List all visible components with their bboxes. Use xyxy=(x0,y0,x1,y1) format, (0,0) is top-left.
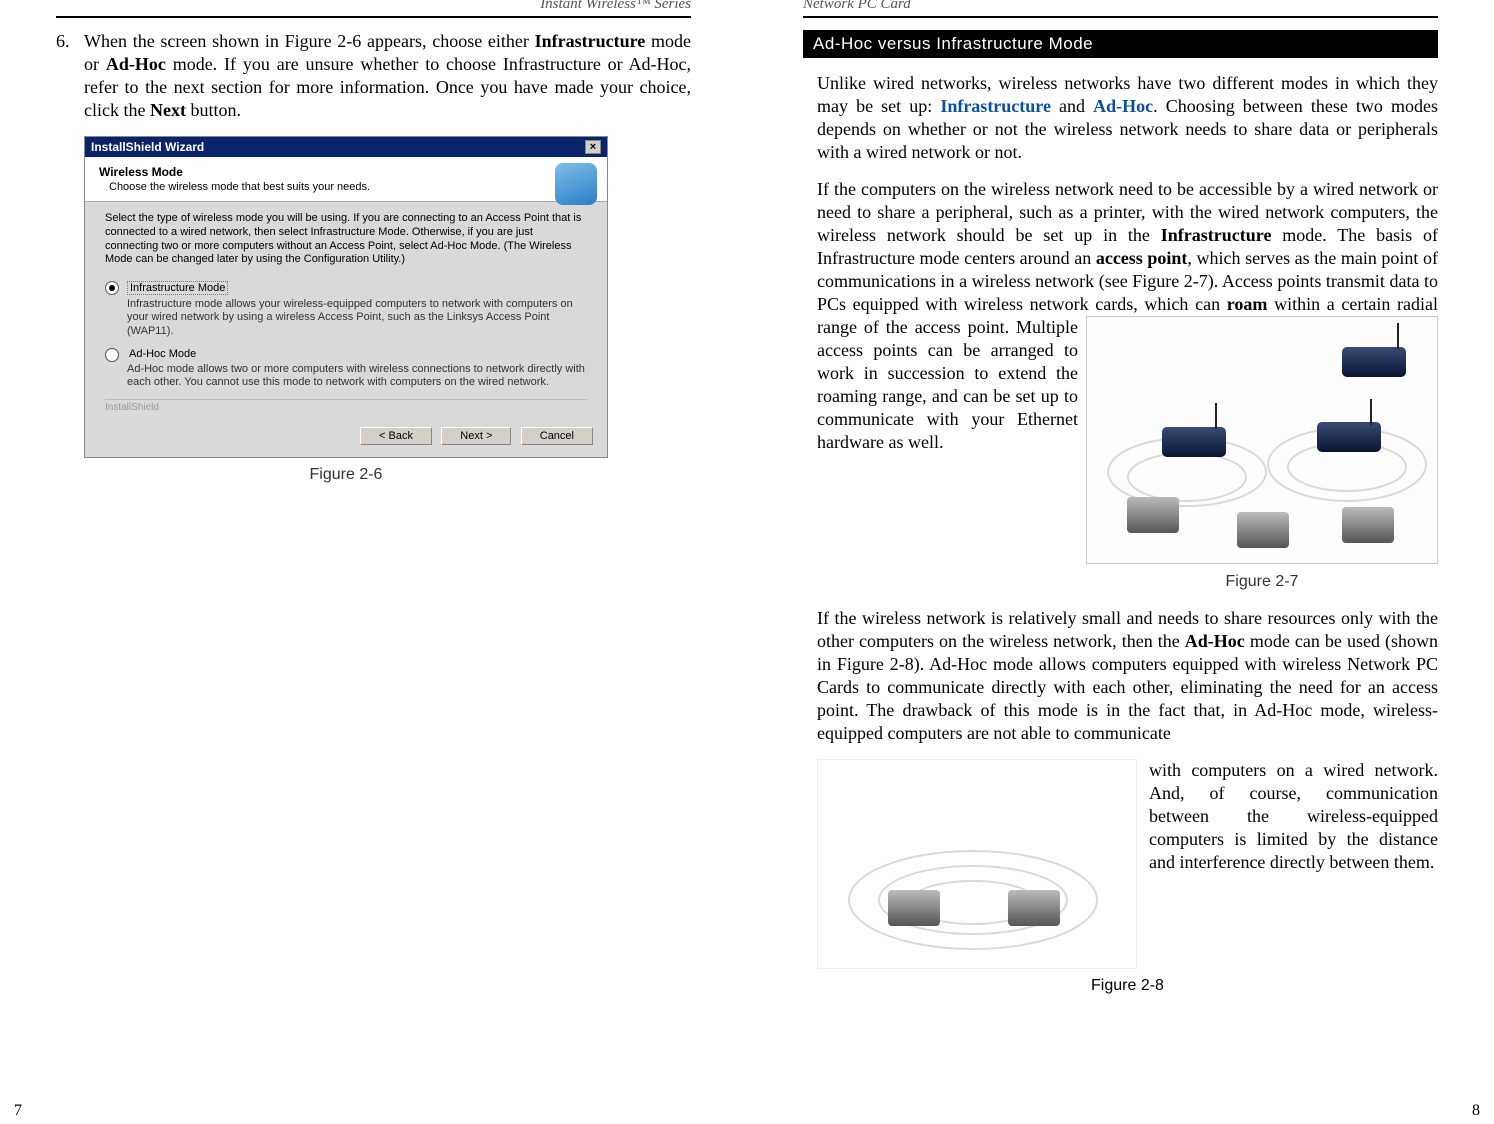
option-adhoc-title: Ad-Hoc Mode xyxy=(127,348,198,360)
para-1: Unlike wired networks, wireless networks… xyxy=(817,72,1438,164)
p2-b2: access point xyxy=(1096,248,1188,268)
left-header-rule: Instant Wireless™ Series xyxy=(56,0,691,18)
right-header-rule: Network PC Card xyxy=(803,0,1438,18)
figure-2-7-box: Figure 2-7 xyxy=(1086,316,1438,592)
install-wizard-dialog: InstallShield Wizard × Wireless Mode Cho… xyxy=(84,136,608,458)
figure-2-8-image xyxy=(817,759,1137,969)
figure-2-6-caption: Figure 2-6 xyxy=(84,466,608,484)
p3-b: Ad-Hoc xyxy=(1185,631,1245,651)
wizard-intro: Select the type of wireless mode you wil… xyxy=(105,212,587,267)
radio-adhoc[interactable] xyxy=(105,348,119,362)
left-page: Instant Wireless™ Series 6. When the scr… xyxy=(0,0,747,1124)
step-t6: button. xyxy=(186,100,241,120)
right-header-text: Network PC Card xyxy=(803,0,911,13)
step-t3: Ad-Hoc xyxy=(106,54,166,74)
left-page-number: 7 xyxy=(14,1102,22,1120)
wizard-divider: InstallShield xyxy=(105,399,587,413)
wizard-titlebar: InstallShield Wizard × xyxy=(85,137,607,157)
figure-2-8-caption: Figure 2-8 xyxy=(817,977,1438,995)
wizard-body: Select the type of wireless mode you wil… xyxy=(85,202,607,419)
p1-d: Ad-Hoc xyxy=(1093,96,1153,116)
step-number: 6. xyxy=(56,30,78,53)
wizard-title-text: InstallShield Wizard xyxy=(91,140,204,154)
option-adhoc-body: Ad-Hoc Mode Ad-Hoc mode allows two or mo… xyxy=(127,348,587,389)
back-button[interactable]: < Back xyxy=(360,427,432,445)
step-t0: When the screen shown in Figure 2-6 appe… xyxy=(84,31,535,51)
para-3: If the wireless network is relatively sm… xyxy=(817,607,1438,745)
p1-c: and xyxy=(1051,96,1093,116)
right-page-number: 8 xyxy=(1472,1102,1480,1120)
p2-b3: roam xyxy=(1227,294,1268,314)
para-2-with-fig27: If the computers on the wireless network… xyxy=(817,178,1438,593)
wizard-header: Wireless Mode Choose the wireless mode t… xyxy=(85,157,607,202)
p1-b: Infrastructure xyxy=(940,96,1051,116)
p2-b1: Infrastructure xyxy=(1161,225,1272,245)
cancel-button[interactable]: Cancel xyxy=(521,427,593,445)
fig28-block: with computers on a wired network. And, … xyxy=(817,759,1438,969)
figure-2-7-image xyxy=(1086,316,1438,564)
left-header-text: Instant Wireless™ Series xyxy=(540,0,691,13)
wizard-head-sub: Choose the wireless mode that best suits… xyxy=(109,181,547,193)
option-infrastructure[interactable]: Infrastructure Mode Infrastructure mode … xyxy=(105,281,587,338)
option-infra-body: Infrastructure Mode Infrastructure mode … xyxy=(127,281,587,338)
figure-2-7-caption: Figure 2-7 xyxy=(1086,572,1438,592)
option-infra-title: Infrastructure Mode xyxy=(127,281,228,295)
option-infra-desc: Infrastructure mode allows your wireless… xyxy=(127,298,587,338)
option-adhoc[interactable]: Ad-Hoc Mode Ad-Hoc mode allows two or mo… xyxy=(105,348,587,389)
close-icon[interactable]: × xyxy=(585,140,601,154)
radio-infrastructure[interactable] xyxy=(105,281,119,295)
wireless-icon xyxy=(555,163,597,205)
step-t1: Infrastructure xyxy=(535,31,646,51)
figure-2-8-box xyxy=(817,759,1137,969)
wizard-buttons: < Back Next > Cancel xyxy=(85,419,607,457)
option-adhoc-desc: Ad-Hoc mode allows two or more computers… xyxy=(127,363,587,389)
wizard-head-title: Wireless Mode xyxy=(99,165,547,179)
next-button[interactable]: Next > xyxy=(441,427,511,445)
para-2: If the computers on the wireless network… xyxy=(817,178,1438,454)
right-page: Network PC Card Ad-Hoc versus Infrastruc… xyxy=(747,0,1494,1124)
section-title-bar: Ad-Hoc versus Infrastructure Mode xyxy=(803,30,1438,58)
right-body: Unlike wired networks, wireless networks… xyxy=(803,72,1438,995)
step-text: When the screen shown in Figure 2-6 appe… xyxy=(84,30,691,122)
step-t5: Next xyxy=(150,100,186,120)
step-6: 6. When the screen shown in Figure 2-6 a… xyxy=(56,30,691,122)
